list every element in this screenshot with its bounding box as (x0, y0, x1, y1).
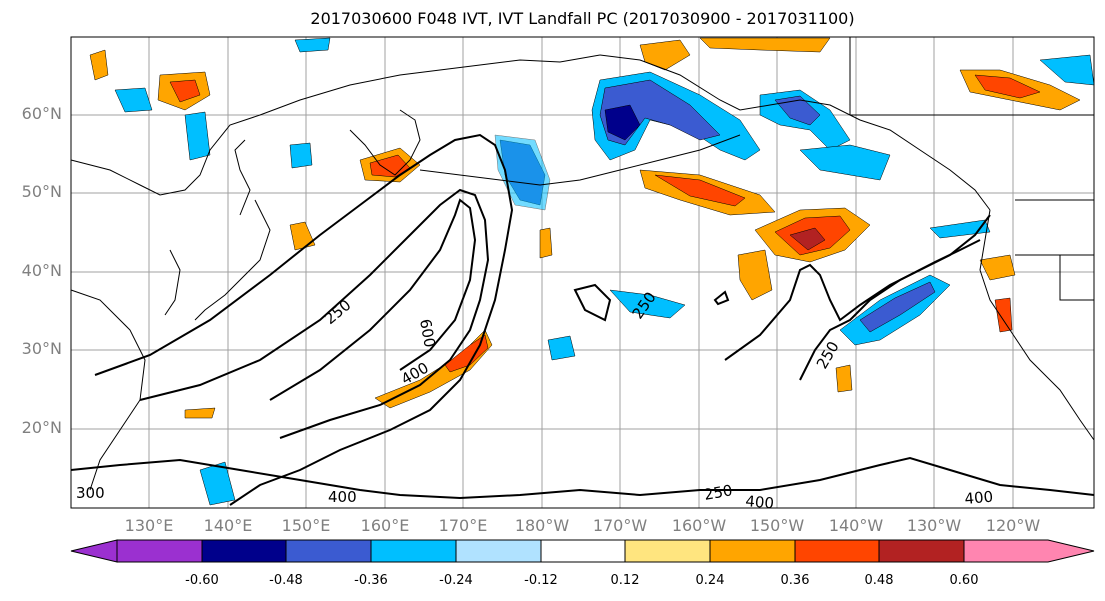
contour-label-400-c: 400 (745, 492, 775, 512)
shade-neg-south3 (547, 335, 576, 361)
lat-label-20n: 20°N (21, 418, 62, 437)
shade-pos-subtrop-band (374, 329, 493, 409)
lon-label-150w: 150°W (749, 516, 805, 535)
lat-label-50n: 50°N (21, 182, 62, 201)
colorbar-bin-4 (455, 539, 542, 563)
lon-label-170w: 170°W (592, 516, 648, 535)
colorbar-bin-2 (285, 539, 372, 563)
lon-label-160e: 160°E (360, 516, 410, 535)
colorbar-tick-pos048: 0.48 (864, 573, 894, 588)
shade-neg-subtropic (609, 289, 686, 319)
lon-label-160w: 160°W (671, 516, 727, 535)
shade-neg-west1 (114, 87, 153, 113)
coast-asia (70, 54, 601, 196)
shade-neg-west2 (184, 111, 211, 161)
lon-label-170e: 170°E (438, 516, 488, 535)
coast-us-state1 (1015, 199, 1094, 301)
coast-china (70, 289, 146, 491)
lon-label-120w: 120°W (985, 516, 1041, 535)
contour-250-west (94, 133, 514, 506)
shade-neg-ca-band-core (859, 281, 936, 333)
coast-korea (164, 249, 181, 316)
shade-pos-small4 (835, 364, 853, 393)
contour-250-sub (573, 283, 612, 322)
colorbar-tick-neg036: -0.36 (354, 573, 388, 588)
colorbar (70, 539, 1095, 563)
coast-canada-border (849, 37, 1094, 116)
colorbar-tick-neg024: -0.24 (439, 573, 473, 588)
lon-label-180w: 180°W (514, 516, 570, 535)
shade-neg-west4 (294, 37, 331, 53)
coast-japan (194, 139, 271, 321)
contour-label-300: 300 (76, 484, 105, 502)
shade-pos-small1 (539, 227, 553, 259)
shade-neg-south1 (199, 461, 236, 506)
contour-label-600: 600 (416, 318, 439, 349)
colorbar-ext-high (963, 539, 1095, 563)
shade-pos-mid (737, 249, 773, 301)
colorbar-ext-low (70, 539, 118, 563)
colorbar-tick-pos036: 0.36 (780, 573, 810, 588)
colorbar-bin-0 (116, 539, 203, 563)
coast-kamchatka (349, 109, 421, 176)
contour-label-400-b: 400 (328, 488, 357, 506)
map-frame (70, 36, 1095, 509)
colorbar-bin-6 (624, 539, 711, 563)
shade-pos-ca (979, 254, 1016, 281)
shade-pos-ca2 (994, 297, 1013, 333)
lon-label-130e: 130°E (124, 516, 174, 535)
contour-250-east-inner (799, 239, 981, 381)
lat-label-60n: 60°N (21, 104, 62, 123)
colorbar-bin-9 (878, 539, 965, 563)
ivt-contours (70, 133, 1095, 506)
contour-400 (139, 188, 490, 439)
shade-pos-aleutian (639, 39, 691, 71)
shade-pos-small3 (184, 407, 216, 419)
colorbar-tick-neg048: -0.48 (269, 573, 303, 588)
lon-label-150e: 150°E (281, 516, 331, 535)
coast-na-west (979, 209, 1095, 441)
colorbar-bin-8 (794, 539, 880, 563)
shade-pos-gulf-band-core (654, 174, 746, 207)
colorbar-tick-neg060: -0.60 (185, 573, 219, 588)
lat-label-30n: 30°N (21, 339, 62, 358)
shade-neg-west3 (289, 142, 313, 169)
coast-aleutians (419, 134, 741, 186)
coast-alaska (599, 54, 991, 211)
shade-pos-hawaii-north-core (789, 227, 826, 251)
colorbar-bin-7 (709, 539, 796, 563)
colorbar-tick-pos012: 0.12 (610, 573, 640, 588)
contour-600 (269, 198, 477, 401)
contour-label-400-d: 400 (964, 488, 994, 508)
contour-small (713, 290, 730, 306)
shade-pos-west1 (89, 49, 109, 81)
shade-pos-canada-core (974, 74, 1041, 99)
colorbar-tick-pos060: 0.60 (949, 573, 979, 588)
coastlines (70, 37, 1095, 491)
colorbar-bin-3 (370, 539, 457, 563)
colorbar-bin-5 (540, 539, 626, 563)
contour-label-250-d: 250 (703, 481, 734, 504)
lat-label-40n: 40°N (21, 261, 62, 280)
colorbar-bin-1 (201, 539, 287, 563)
lon-label-140e: 140°E (203, 516, 253, 535)
shade-pos-west2-core (169, 79, 201, 103)
colorbar-tick-neg012: -0.12 (524, 573, 558, 588)
shade-pos-subtrop-band-core (444, 334, 489, 373)
shade-neg-gulf (799, 144, 891, 181)
colorbar-tick-pos024: 0.24 (695, 573, 725, 588)
shade-pos-north (699, 37, 831, 53)
shade-neg-alaska-core (604, 104, 641, 141)
lon-label-140w: 140°W (828, 516, 884, 535)
map-title: 2017030600 F048 IVT, IVT Landfall PC (20… (310, 9, 855, 28)
contour-south (70, 456, 1095, 500)
shade-neg-alaska-east-core (774, 95, 821, 126)
lon-label-130w: 130°W (906, 516, 962, 535)
